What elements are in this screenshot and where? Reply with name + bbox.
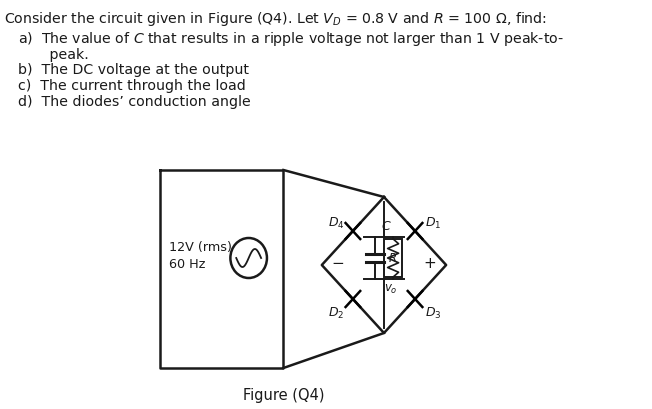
Text: b)  The DC voltage at the output: b) The DC voltage at the output — [18, 63, 249, 77]
Text: c)  The current through the load: c) The current through the load — [18, 79, 246, 93]
Text: $v_o$: $v_o$ — [385, 283, 398, 296]
Text: $D_1$: $D_1$ — [425, 216, 441, 231]
Text: $D_3$: $D_3$ — [425, 306, 441, 321]
Text: +: + — [423, 256, 436, 270]
Text: Figure (Q4): Figure (Q4) — [243, 388, 324, 403]
Text: d)  The diodes’ conduction angle: d) The diodes’ conduction angle — [18, 95, 251, 109]
Text: 60 Hz: 60 Hz — [169, 258, 205, 272]
Text: a)  The value of $C$ that results in a ripple voltage not larger than 1 V peak-t: a) The value of $C$ that results in a ri… — [18, 30, 564, 48]
Text: C: C — [381, 220, 390, 234]
Bar — [384, 239, 402, 277]
Text: 12V (rms): 12V (rms) — [169, 240, 232, 254]
Text: $D_2$: $D_2$ — [329, 306, 344, 321]
Text: peak.: peak. — [18, 48, 89, 62]
Text: −: − — [332, 256, 345, 270]
Text: Consider the circuit given in Figure (Q4). Let $V_D$ = 0.8 V and $R$ = 100 Ω, fi: Consider the circuit given in Figure (Q4… — [4, 10, 546, 28]
Text: R: R — [389, 252, 397, 265]
Text: $D_4$: $D_4$ — [328, 216, 345, 231]
